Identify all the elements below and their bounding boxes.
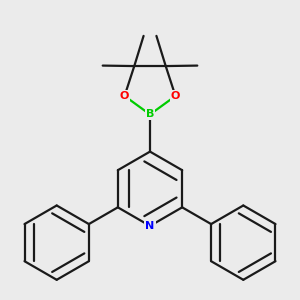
Text: O: O <box>120 91 129 101</box>
Text: N: N <box>146 221 154 231</box>
Text: B: B <box>146 110 154 119</box>
Text: O: O <box>171 91 180 101</box>
